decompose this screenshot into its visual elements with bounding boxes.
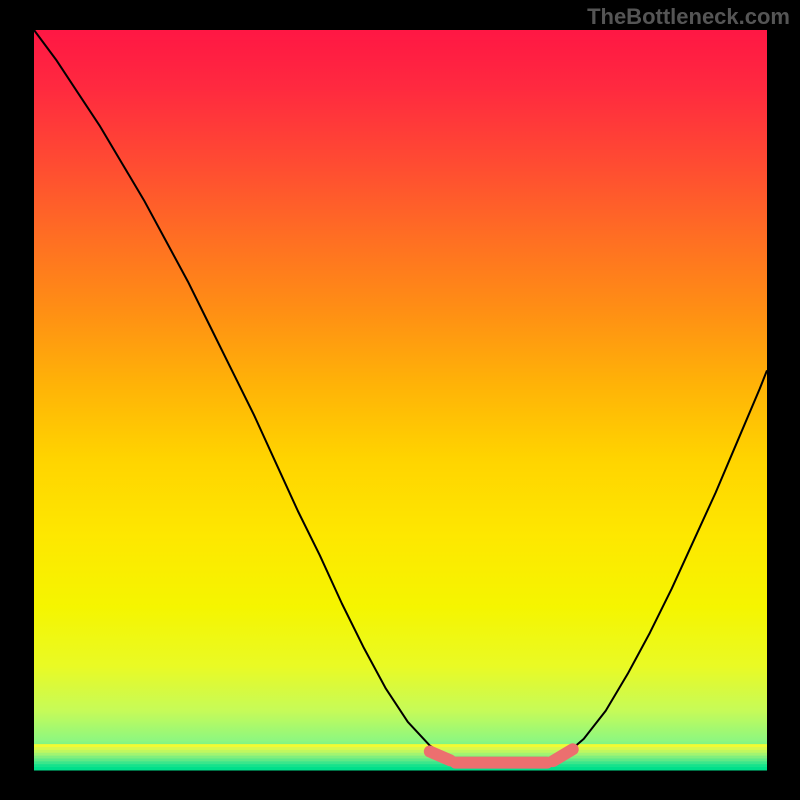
watermark-text: TheBottleneck.com xyxy=(587,4,790,30)
gradient-background xyxy=(34,30,767,770)
bottom-color-band xyxy=(34,756,767,759)
chart-container: TheBottleneck.com xyxy=(0,0,800,800)
bottom-color-band xyxy=(34,750,767,753)
bottom-color-band xyxy=(34,753,767,756)
bottom-color-band xyxy=(34,758,767,761)
bottom-color-band xyxy=(34,744,767,747)
optimal-zone-highlight xyxy=(430,752,451,761)
bottom-color-band xyxy=(34,767,767,770)
bottom-color-band xyxy=(34,761,767,764)
bottleneck-curve-plot xyxy=(0,0,800,800)
bottom-color-band xyxy=(34,747,767,750)
bottom-color-band xyxy=(34,764,767,767)
